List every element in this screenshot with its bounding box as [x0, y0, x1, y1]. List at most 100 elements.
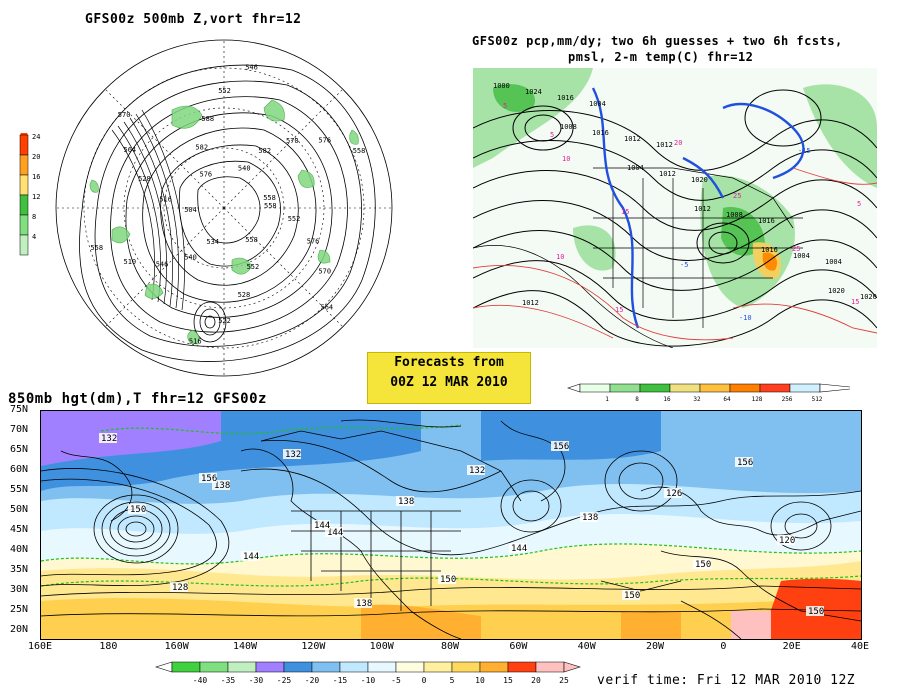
height-label-bg: [551, 441, 569, 451]
vort-cbar-label: 16: [32, 173, 40, 181]
temp-cbar-label: -5: [391, 676, 401, 685]
height-contour-label: 504: [184, 206, 197, 214]
vort-cbar-label: 24: [32, 133, 40, 141]
height-contour-label: 528: [138, 175, 151, 183]
height-contour-label: 128: [172, 583, 188, 593]
temp-cbar-label: 0: [422, 676, 427, 685]
height-contour-label: 156: [737, 458, 753, 468]
verif-time: verif time: Fri 12 MAR 2010 12Z: [597, 673, 856, 688]
isobar-label: 1012: [656, 141, 673, 149]
height-contour-label: 576: [307, 238, 320, 246]
height-contour-label: 558: [353, 147, 366, 155]
height-contour-label: 564: [124, 146, 137, 154]
isobar-label: 1020: [860, 293, 877, 301]
height-contour-label: 552: [247, 263, 260, 271]
height-label-bg: [354, 598, 372, 608]
height-label-bg: [467, 465, 485, 475]
precip-colorbar-graphic: 1 8 16 32 64 128 256 512: [567, 383, 861, 403]
vorticity-colorbar: 24 20 16 12 8 4: [18, 127, 48, 263]
temp-cbar-swatch: [367, 661, 397, 673]
vort-cbar-swatch: [19, 234, 29, 256]
height-contour-label: 540: [184, 253, 197, 261]
longitude-tick-label: 20E: [782, 641, 801, 652]
height-label-bg: [735, 457, 753, 467]
forecast-info-box: Forecasts from 00Z 12 MAR 2010: [367, 352, 531, 404]
precip-cbar-right-arrow: [819, 383, 861, 393]
height-label-bg: [693, 559, 711, 569]
longitude-tick-label: 80W: [441, 641, 460, 652]
precip-cbar-swatch: [639, 383, 671, 393]
height-contour-label: 150: [624, 591, 640, 601]
temp-cbar-label: -30: [249, 676, 264, 685]
height-contour-label: 126: [666, 489, 682, 499]
height-contour-label: 150: [130, 505, 146, 515]
isobar-label: 1012: [659, 170, 676, 178]
isobar-label: 1012: [624, 135, 641, 143]
temp-cbar-label: 15: [503, 676, 513, 685]
temp-cbar-swatch: [507, 661, 537, 673]
temperature-label: 5: [550, 131, 554, 139]
precip-pmsl-map: 1000 1008 1004 1012 1016 1020 1024 1016 1012 1008…: [473, 68, 877, 348]
precip-cbar-swatch: [609, 383, 641, 393]
temp-cbar-swatch: [171, 661, 201, 673]
latitude-tick-label: 55N: [10, 484, 29, 495]
temp-cbar-label: 25: [559, 676, 569, 685]
latitude-tick-label: 65N: [10, 444, 29, 455]
temperature-label: 15: [615, 306, 623, 314]
temperature-label: 20: [674, 139, 682, 147]
temp-cbar-left-arrow: [154, 661, 173, 673]
height-label-bg: [664, 488, 682, 498]
precip-cbar-left-arrow: [567, 383, 581, 393]
vort-cbar-swatch: [19, 134, 29, 156]
longitude-tick-label: 0: [720, 641, 727, 652]
precip-cbar-swatch: [789, 383, 821, 393]
vort-cbar-swatch: [19, 194, 29, 216]
precip-cbar-label: 128: [752, 396, 763, 402]
temp-cbar-swatch: [255, 661, 285, 673]
temp-cbar-swatch: [227, 661, 257, 673]
height-contour-label: 528: [238, 291, 251, 299]
latitude-tick-label: 70N: [10, 424, 29, 435]
height-contour-label: 552: [218, 87, 231, 95]
height-label-bg: [325, 527, 343, 537]
isobar-label: 1016: [761, 246, 778, 254]
latitude-tick-label: 40N: [10, 544, 29, 555]
isobar-label: 1020: [828, 287, 845, 295]
precip-map-title-line1: GFS00z pcp,mm/dy; two 6h guesses + two 6…: [472, 34, 843, 48]
height-contour-label: 570: [318, 268, 331, 276]
height-label-bg: [241, 551, 259, 561]
height-contour-label: 558: [245, 236, 258, 244]
temperature-label: 25: [792, 245, 800, 253]
precip-cbar-swatch: [669, 383, 701, 393]
height-contour-label: 156: [201, 474, 217, 484]
isobar-label: 1008: [726, 211, 743, 219]
longitude-tick-label: 100W: [369, 641, 394, 652]
isobar-label: 1008: [560, 123, 577, 131]
height-label-bg: [283, 449, 301, 459]
height-label-bg: [438, 574, 456, 584]
temperature-label: 25: [733, 192, 741, 200]
precip-cbar-label: 256: [782, 396, 793, 402]
vort-cbar-label: 20: [32, 153, 40, 161]
height-contour-label: 558: [263, 194, 276, 202]
longitude-tick-label: 120W: [301, 641, 326, 652]
isobar-label: 1004: [589, 100, 606, 108]
temp-cbar-right-arrow: [563, 661, 582, 673]
isobar-label: 1000: [493, 82, 510, 90]
temp-cbar-label: -15: [333, 676, 348, 685]
longitude-tick-label: 140W: [233, 641, 258, 652]
temp-cbar-label: -10: [361, 676, 376, 685]
precip-cbar-label: 32: [693, 396, 701, 402]
temp-cbar-label: -20: [305, 676, 320, 685]
isobar-label: 1020: [691, 176, 708, 184]
vort-cbar-label: 8: [32, 213, 36, 221]
vorticity-colorbar-graphic: 24 20 16 12 8 4: [19, 127, 40, 256]
height-label-bg: [509, 543, 527, 553]
precip-cbar-label: 16: [663, 396, 671, 402]
height-contour-label: 144: [243, 552, 259, 562]
temp-cbar-swatch: [339, 661, 369, 673]
latitude-axis: 75N 70N 65N 60N 55N 50N 45N 40N 35N 30N 25N 20N: [6, 404, 40, 640]
precip-cbar-label: 8: [635, 396, 639, 402]
height-label-bg: [128, 504, 146, 514]
latitude-tick-label: 45N: [10, 524, 29, 535]
